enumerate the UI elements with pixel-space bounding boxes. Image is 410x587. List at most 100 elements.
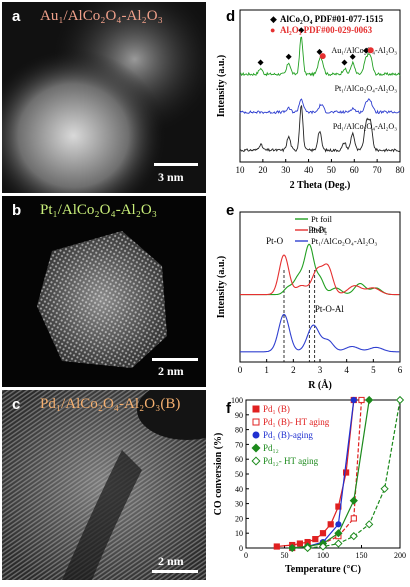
xrd-series-label: Pt₁/AlCo₂O₄-Al₂O₃: [335, 84, 398, 93]
co-conversion-chart: 0 10 20 30 40 50 60 70 80 90 100 0 50 100 150 200 Pd₁ (B…: [213, 395, 406, 575]
x-tick-label: 5: [371, 365, 376, 375]
stem-image-panel-b: b Pt₁/AlCo₂O₄-Al₂O₃ 2 nm: [2, 196, 206, 387]
data-point: [380, 484, 389, 493]
y-tick-label: 100: [231, 396, 243, 405]
data-point: [251, 443, 261, 453]
y-tick-label: 20: [235, 514, 243, 523]
data-point: [349, 496, 358, 505]
x-tick-label: 4: [344, 365, 349, 375]
xrd-peak-marker: [319, 53, 326, 60]
xrd-peak-marker: [349, 53, 356, 60]
y-tick-label: 70: [235, 440, 243, 449]
panel-letter-c: c: [12, 396, 21, 413]
x-tick-label: 100: [317, 551, 329, 560]
xrd-peak-marker: [367, 47, 374, 54]
stem-image-c: [2, 390, 206, 580]
data-point: [296, 540, 304, 547]
data-point: [252, 431, 260, 439]
data-point: [350, 396, 357, 404]
data-point: [327, 521, 334, 528]
y-tick-label: 60: [235, 455, 243, 464]
xrd-peak-marker: [298, 27, 305, 34]
data-point: [335, 521, 342, 528]
x-tick-label: 20: [258, 165, 268, 175]
scale-label-a: 3 nm: [158, 170, 184, 184]
data-point: [252, 418, 260, 426]
y-tick-label: 30: [235, 500, 243, 509]
x-axis-label: R (Å): [308, 379, 332, 391]
y-axis-label: Intensity (a.u.): [216, 256, 227, 319]
y-tick-label: 40: [235, 485, 243, 494]
stem-image-a: [2, 2, 206, 193]
xrd-series-line: [239, 36, 401, 77]
exafs-series-line: [240, 313, 400, 353]
data-point: [343, 469, 350, 476]
data-point: [334, 529, 343, 538]
data-point: [318, 542, 328, 551]
data-point: [395, 395, 405, 405]
x-tick-label: 6: [398, 365, 403, 375]
x-tick-label: 70: [373, 165, 383, 175]
panel-title-a: Au₁/AlCo₂O₄-Al₂O₃: [40, 8, 163, 24]
y-axis-label: Intensity (a.u.): [216, 55, 227, 118]
x-tick-label: 0: [244, 551, 248, 560]
data-point: [365, 520, 374, 529]
y-tick-label: 10: [235, 529, 243, 538]
data-point: [288, 543, 297, 553]
legend-entry: Pt₁/AlCo₂O₄-Al₂O₃: [311, 236, 377, 246]
scale-bar-c: [152, 570, 198, 573]
x-tick-label: 30: [281, 165, 291, 175]
legend-entry: Al₂O₃ PDF#00-029-0063: [280, 25, 373, 35]
xrd-panel: d Au₁/AlCo₂O₄-Al₂O₃Pt₁/AlCo₂O₄-Al₂O₃Pd₁/…: [210, 2, 408, 196]
data-point: [365, 395, 374, 405]
y-tick-label: 50: [235, 470, 243, 479]
panel-letter-e: e: [226, 202, 235, 219]
panel-letter-a: a: [12, 8, 21, 25]
exafs-series-line: [240, 254, 400, 296]
x-tick-label: 3: [318, 365, 323, 375]
data-point: [358, 396, 365, 404]
annotation-pt-pt: Pt-Pt: [308, 225, 327, 235]
annotation-pt-o: Pt-O: [266, 236, 284, 246]
legend-entry: Pd₁ (B)-aging: [263, 430, 313, 440]
legend-marker: ◆: [270, 14, 277, 24]
x-axis-label: 2 Theta (Deg.): [290, 180, 351, 191]
y-tick-label: 0: [239, 544, 243, 553]
legend-entry: PtO₂: [311, 225, 327, 235]
x-tick-label: 60: [350, 165, 360, 175]
data-point: [319, 530, 327, 537]
panel-title-c: Pd₁/AlCo₂O₄-Al₂O₃(B): [40, 396, 181, 412]
scale-bar-b: [152, 358, 198, 361]
x-tick-label: 0: [238, 365, 243, 375]
stem-image-panel-c: c Pd₁/AlCo₂O₄-Al₂O₃(B) 2 nm: [2, 390, 206, 580]
annotation-pt-o-al: Pt-O-Al: [315, 304, 344, 314]
legend-marker: ●: [270, 25, 275, 35]
legend-entry: AlCo₂O₄ PDF#01-077-1515: [280, 14, 384, 24]
x-tick-label: 200: [394, 551, 406, 560]
stem-image-panel-a: a Au₁/AlCo₂O₄-Al₂O₃ 3 nm: [2, 2, 206, 193]
x-tick-label: 1: [264, 365, 269, 375]
co-conversion-panel: f 0 10 20 30 40 50 60 70 80 90 100 0 50 100 150 200 Pd₁ …: [210, 394, 408, 582]
data-point: [303, 543, 312, 553]
x-tick-label: 10: [236, 165, 246, 175]
x-tick-label: 50: [281, 551, 289, 560]
xrd-chart: Au₁/AlCo₂O₄-Al₂O₃Pt₁/AlCo₂O₄-Al₂O₃Pd₁/Al…: [216, 9, 406, 191]
plot-frame: [239, 9, 401, 163]
x-tick-label: 40: [304, 165, 314, 175]
xrd-peak-marker: [316, 48, 323, 55]
x-tick-label: 50: [327, 165, 337, 175]
exafs-panel: e Pt foil PtO₂ Pt₁/AlCo₂O₄-Al₂O₃ Pt-O Pt-Pt P…: [210, 198, 408, 394]
panel-letter-b: b: [12, 202, 22, 219]
data-point: [334, 539, 343, 548]
x-tick-label: 80: [396, 165, 406, 175]
xrd-series-line: [239, 105, 401, 153]
xrd-peak-marker: [363, 47, 370, 54]
x-axis-label: Temperature (°C): [285, 564, 361, 575]
data-point: [251, 456, 261, 466]
xrd-peak-marker: [341, 59, 348, 66]
xrd-series-line: [239, 98, 401, 115]
scale-bar-a: [154, 163, 198, 166]
scale-label-b: 2 nm: [158, 364, 184, 378]
exafs-series-line: [240, 243, 400, 296]
